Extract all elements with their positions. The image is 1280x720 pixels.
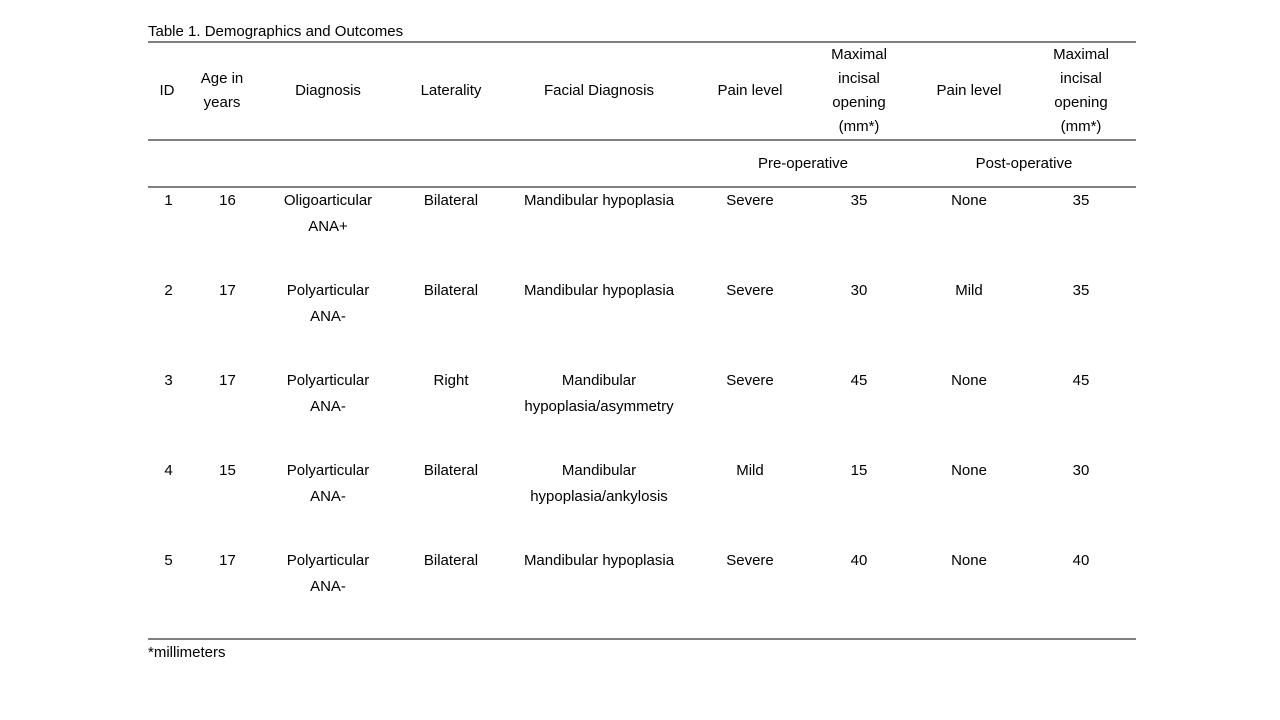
cell-pre-mio: 30 xyxy=(850,282,868,299)
table-row-1: 1 16 Oligoarticular ANA+ Bilateral Mandi… xyxy=(148,187,1136,278)
cell-facial-diagnosis: Mandibular hypoplasia xyxy=(504,548,694,640)
cell-post-mio: 45 xyxy=(1072,372,1090,389)
column-header-laterality: Laterality xyxy=(398,42,504,141)
header-row: ID Age in years Diagnosis Laterality Fac… xyxy=(148,42,1136,141)
cell-laterality: Right xyxy=(433,372,469,389)
cell-diagnosis: Polyarticular ANA- xyxy=(286,462,370,505)
cell-facial-diagnosis: Mandibular hypoplasia/asymmetry xyxy=(524,372,674,415)
cell-post-mio: 35 xyxy=(1072,192,1090,209)
column-header-diagnosis: Diagnosis xyxy=(258,42,398,141)
cell-id: 3 xyxy=(164,372,173,389)
table-footnote: *millimeters xyxy=(148,644,226,661)
table-title: Table 1. Demographics and Outcomes xyxy=(148,23,404,40)
column-header-mio-pre: Maximal incisal opening (mm*) xyxy=(806,42,912,141)
cell-post-mio: 40 xyxy=(1026,548,1136,640)
cell-pre-pain-level: Severe xyxy=(726,372,774,389)
cell-id: 4 xyxy=(164,462,173,479)
column-header-mio-post: Maximal incisal opening (mm*) xyxy=(1026,42,1136,141)
cell-age: 17 xyxy=(186,548,258,640)
cell-age: 15 xyxy=(219,462,236,479)
cell-facial-diagnosis: Mandibular hypoplasia/ankylosis xyxy=(530,462,668,505)
cell-diagnosis: Polyarticular ANA- xyxy=(286,372,370,415)
cell-laterality: Bilateral xyxy=(398,548,504,640)
cell-pre-mio: 40 xyxy=(806,548,912,640)
cell-pre-pain-level: Severe xyxy=(726,282,774,299)
table-row-4: 4 15 Polyarticular ANA- Bilateral Mandib… xyxy=(148,458,1136,548)
group-header-row: Pre-operative Post-operative xyxy=(148,140,1136,188)
demographics-outcomes-table: ID Age in years Diagnosis Laterality Fac… xyxy=(148,41,1136,640)
cell-facial-diagnosis: Mandibular hypoplasia xyxy=(523,282,675,299)
column-header-age: Age in years xyxy=(186,42,258,141)
cell-pre-mio: 45 xyxy=(850,372,868,389)
column-header-facial-diagnosis: Facial Diagnosis xyxy=(504,42,694,141)
column-header-pain-level-post: Pain level xyxy=(912,42,1026,141)
cell-diagnosis: Polyarticular ANA- xyxy=(258,548,398,640)
cell-laterality: Bilateral xyxy=(423,282,479,299)
cell-pre-pain-level: Mild xyxy=(736,462,764,479)
cell-age: 17 xyxy=(219,282,236,299)
cell-pre-mio: 35 xyxy=(850,192,868,209)
cell-post-pain-level: None xyxy=(912,548,1026,640)
cell-post-pain-level: Mild xyxy=(955,282,983,299)
cell-diagnosis: Oligoarticular ANA+ xyxy=(283,192,373,235)
cell-id: 2 xyxy=(164,282,173,299)
table-row-3: 3 17 Polyarticular ANA- Right Mandibular… xyxy=(148,368,1136,458)
cell-age: 17 xyxy=(219,372,236,389)
group-header-postoperative: Post-operative xyxy=(912,140,1136,188)
table-row-5: 5 17 Polyarticular ANA- Bilateral Mandib… xyxy=(148,548,1136,640)
cell-post-pain-level: None xyxy=(951,192,987,209)
cell-laterality: Bilateral xyxy=(423,462,479,479)
cell-pre-mio: 15 xyxy=(850,462,868,479)
group-header-preoperative: Pre-operative xyxy=(694,140,912,188)
cell-id: 1 xyxy=(164,192,173,209)
cell-post-pain-level: None xyxy=(951,462,987,479)
column-header-pain-level-pre: Pain level xyxy=(694,42,806,141)
cell-post-pain-level: None xyxy=(951,372,987,389)
cell-diagnosis: Polyarticular ANA- xyxy=(286,282,370,325)
cell-facial-diagnosis: Mandibular hypoplasia xyxy=(523,192,675,209)
cell-post-mio: 35 xyxy=(1072,282,1090,299)
cell-post-mio: 30 xyxy=(1072,462,1090,479)
cell-pre-pain-level: Severe xyxy=(726,192,774,209)
column-header-id: ID xyxy=(148,42,186,141)
table-row-2: 2 17 Polyarticular ANA- Bilateral Mandib… xyxy=(148,278,1136,368)
group-header-spacer xyxy=(148,140,694,188)
cell-pre-pain-level: Severe xyxy=(694,548,806,640)
cell-age: 16 xyxy=(219,192,236,209)
cell-id: 5 xyxy=(148,548,186,640)
document-page: Table 1. Demographics and Outcomes ID Ag… xyxy=(148,22,1136,663)
cell-laterality: Bilateral xyxy=(423,192,479,209)
